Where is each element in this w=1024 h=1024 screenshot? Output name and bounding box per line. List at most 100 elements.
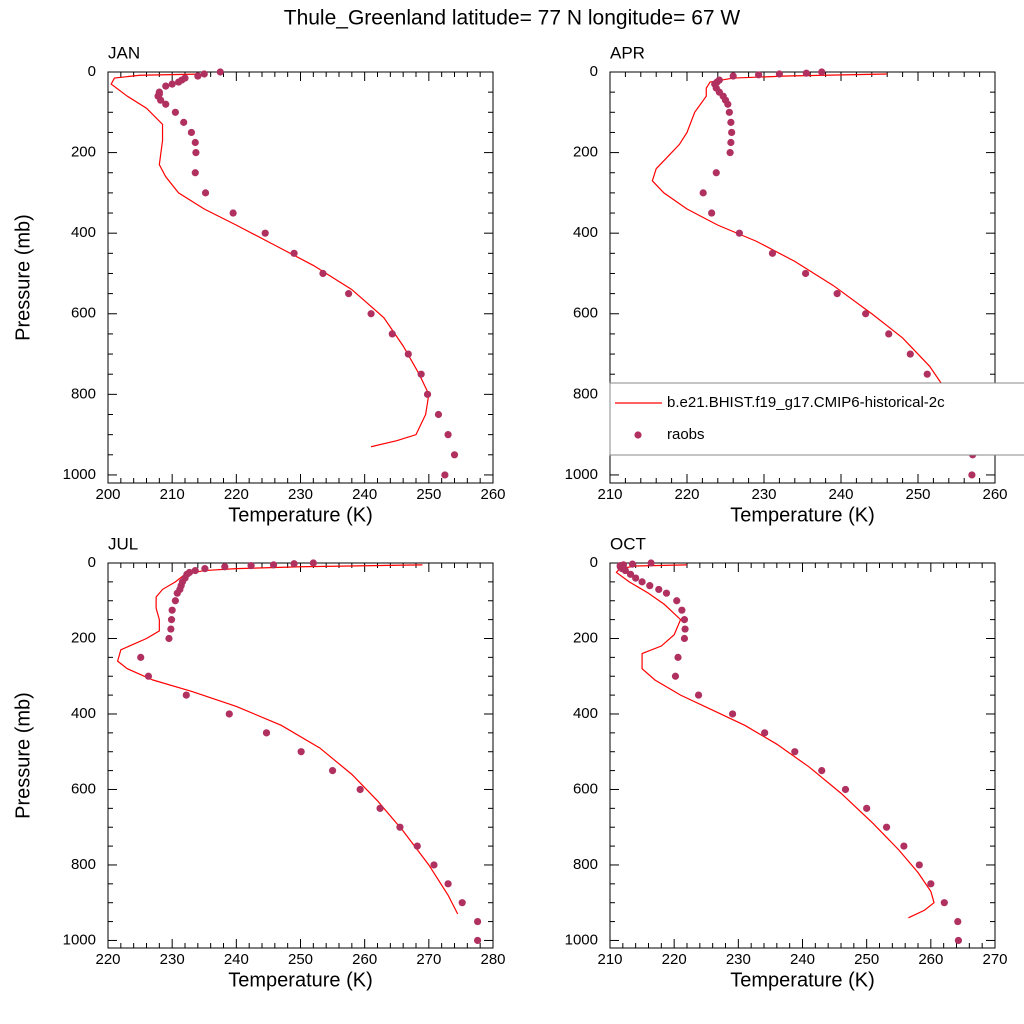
obs-point <box>187 128 196 137</box>
x-tick-label: 250 <box>288 951 313 968</box>
obs-point <box>818 68 826 76</box>
obs-point <box>647 559 655 567</box>
obs-point <box>444 880 452 888</box>
y-tick-label: 200 <box>573 629 598 646</box>
profile-line <box>615 564 935 919</box>
obs-point <box>712 169 720 177</box>
profile-line <box>116 564 459 915</box>
obs-point <box>356 785 364 794</box>
panel-title: JAN <box>108 43 140 62</box>
obs-point <box>221 563 229 571</box>
y-tick-label: 0 <box>590 63 598 80</box>
x-tick-label: 240 <box>224 951 249 968</box>
y-tick-label: 0 <box>590 554 598 571</box>
obs-point <box>900 842 908 850</box>
obs-point <box>441 471 449 479</box>
x-tick-label: 220 <box>95 951 120 968</box>
obs-point <box>309 559 317 567</box>
obs-point <box>430 861 438 869</box>
profile-line <box>110 73 430 448</box>
obs-point <box>638 578 646 586</box>
legend-marker <box>634 431 642 439</box>
obs-point <box>729 72 737 80</box>
obs-point <box>201 189 210 197</box>
obs-point <box>167 625 175 633</box>
obs-point <box>328 766 337 775</box>
obs-point <box>458 899 466 907</box>
y-tick-label: 600 <box>71 780 96 797</box>
obs-point <box>162 100 170 108</box>
obs-point <box>167 616 176 624</box>
y-tick-label: 600 <box>573 780 598 797</box>
obs-point <box>162 82 170 90</box>
y-tick-label: 800 <box>71 856 96 873</box>
obs-point <box>673 597 681 605</box>
obs-point <box>728 710 737 718</box>
obs-point <box>674 653 682 661</box>
obs-point <box>725 108 733 116</box>
panel-title: JUL <box>108 534 138 553</box>
x-tick-label: 260 <box>480 486 505 503</box>
obs-point <box>954 917 962 926</box>
obs-point <box>180 118 188 126</box>
legend-label: raobs <box>667 426 705 443</box>
obs-point <box>388 330 396 338</box>
obs-point <box>450 451 459 459</box>
obs-point <box>144 672 153 680</box>
obs-point <box>417 370 425 378</box>
legend-box <box>609 382 1024 456</box>
obs-point <box>225 710 233 718</box>
x-tick-label: 250 <box>905 486 930 503</box>
obs-point <box>841 785 850 794</box>
obs-point <box>708 209 716 217</box>
obs-point <box>680 616 689 624</box>
obs-point <box>423 390 432 398</box>
x-tick-label: 220 <box>224 486 249 503</box>
obs-point <box>474 936 482 945</box>
panel: APR Temperature (K) 210 220 230 240 250 260 0 200… <box>565 43 1024 526</box>
obs-point <box>755 71 763 79</box>
y-tick-label: 400 <box>573 705 598 722</box>
obs-point <box>201 565 209 573</box>
obs-point <box>802 69 810 77</box>
obs-point <box>345 290 353 298</box>
y-tick-label: 800 <box>573 385 598 402</box>
x-tick-label: 270 <box>982 951 1007 968</box>
obs-point <box>862 310 870 318</box>
obs-point <box>367 310 375 318</box>
obs-point <box>699 189 707 197</box>
x-tick-label: 260 <box>918 951 943 968</box>
obs-point <box>290 560 298 568</box>
obs-point <box>262 729 271 737</box>
obs-point <box>915 861 923 869</box>
x-tick-label: 210 <box>160 486 185 503</box>
obs-point <box>626 570 635 578</box>
y-tick-label: 600 <box>573 305 598 322</box>
x-axis-label: Temperature (K) <box>730 969 875 991</box>
y-tick-label: 200 <box>573 144 598 161</box>
x-tick-label: 200 <box>95 486 120 503</box>
obs-point <box>319 269 327 278</box>
panel: OCT Temperature (K) 210 220 230 240 250 260 270 0… <box>565 534 1008 991</box>
obs-point <box>168 80 176 88</box>
obs-point <box>247 562 255 570</box>
obs-point <box>404 350 412 358</box>
panel-title: OCT <box>610 534 646 553</box>
obs-point <box>229 209 237 217</box>
obs-point <box>818 766 826 775</box>
y-tick-label: 1000 <box>565 466 598 483</box>
x-tick-label: 230 <box>726 951 751 968</box>
y-tick-label: 200 <box>71 144 96 161</box>
y-axis-label: Pressure (mb) <box>12 692 34 819</box>
obs-point <box>290 249 298 257</box>
x-axis-label: Temperature (K) <box>228 969 373 991</box>
panel: JAN Temperature (K) Pressure (mb) 200 210 220… <box>12 43 505 526</box>
obs-point <box>200 70 208 78</box>
obs-point <box>444 431 452 439</box>
obs-point <box>171 108 179 116</box>
obs-point <box>727 118 735 126</box>
x-tick-label: 240 <box>790 951 815 968</box>
obs-point <box>882 823 891 831</box>
obs-point <box>671 672 680 680</box>
y-tick-label: 1000 <box>63 931 96 948</box>
